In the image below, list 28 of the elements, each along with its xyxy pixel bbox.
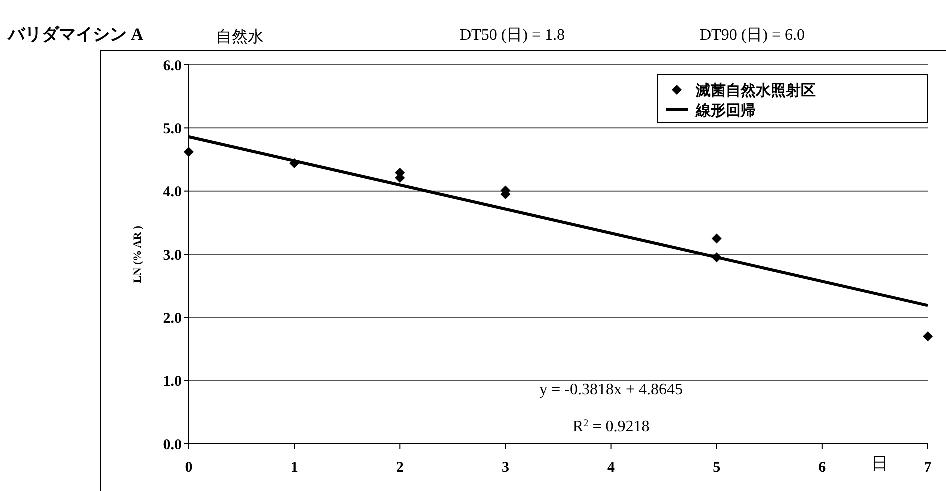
y-tick-label: 5.0 xyxy=(163,121,182,138)
x-tick-label: 0 xyxy=(185,460,193,476)
chart-title: バリダマイシン A xyxy=(7,25,144,44)
y-tick-label: 1.0 xyxy=(163,374,182,390)
y-tick-label: 2.0 xyxy=(163,310,182,327)
chart-subtitle: 自然水 xyxy=(216,28,264,46)
x-tick-label: 5 xyxy=(713,460,721,476)
x-tick-label: 7 xyxy=(924,460,932,476)
legend-label: 線形回帰 xyxy=(695,102,756,120)
x-tick-label: 4 xyxy=(608,460,616,476)
point xyxy=(184,147,194,158)
legend-label: 滅菌自然水照射区 xyxy=(695,82,816,100)
y-tick-label: 0.0 xyxy=(163,437,182,454)
annotation: y = -0.3818x + 4.8645 xyxy=(540,382,683,399)
y-tick-label: 6.0 xyxy=(163,58,182,74)
x-tick-label: 3 xyxy=(502,460,510,476)
y-tick-label: 4.0 xyxy=(163,184,182,201)
text: DT90 (日) = 6.0 xyxy=(700,27,806,44)
annotation: R$^{2}$ = 0.9218 xyxy=(572,418,650,436)
x-tick-label: 1 xyxy=(290,460,298,476)
text: DT50 (日) = 1.8 xyxy=(460,27,566,44)
y-tick-label: 3.0 xyxy=(163,248,182,264)
point xyxy=(712,234,722,244)
x-tick-label: 6 xyxy=(818,460,827,476)
y-axis-title: LN (% AR ) xyxy=(132,226,144,284)
point xyxy=(923,332,933,342)
x-axis-title: 日 xyxy=(872,454,888,473)
x-tick-label: 2 xyxy=(396,460,404,476)
